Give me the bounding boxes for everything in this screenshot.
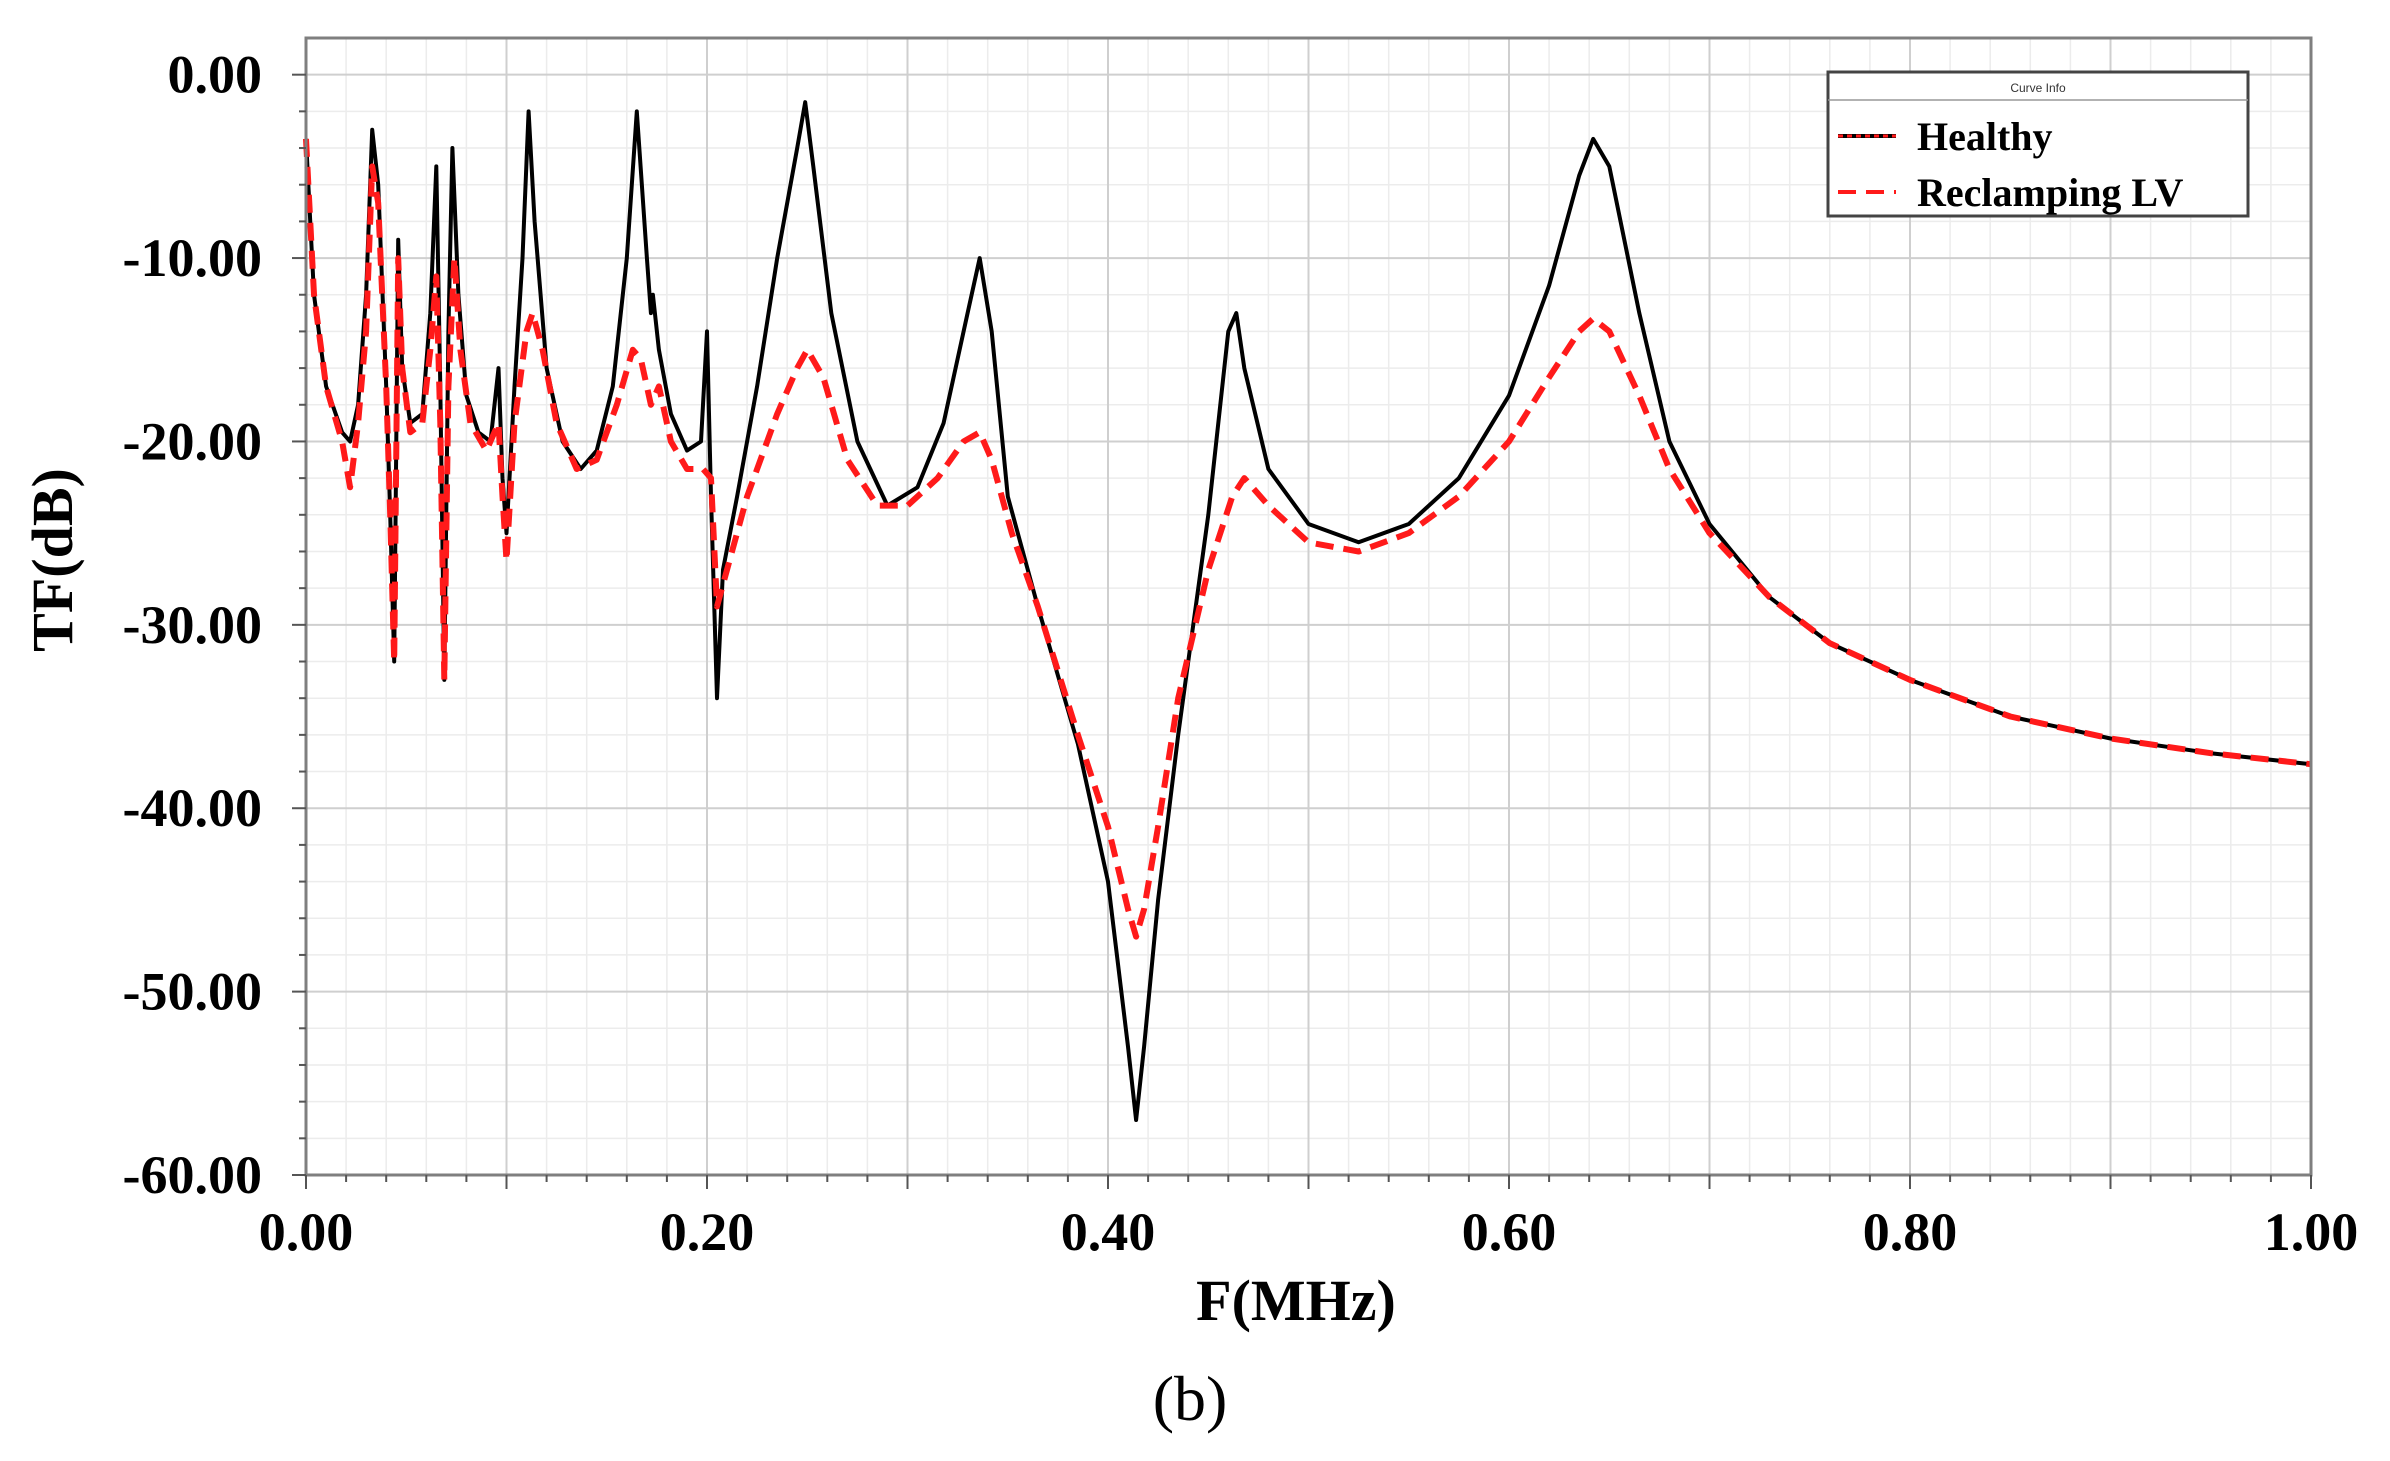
y-tick-label: -50.00 [123,962,262,1022]
y-tick-label: -40.00 [123,778,262,838]
series-layer [303,100,2312,1122]
y-tick-label: -10.00 [123,228,262,288]
legend-title: Curve Info [2010,81,2066,95]
y-axis-label: TF(dB) [20,468,85,652]
y-tick-labels: 0.00 -10.00 -20.00 -30.00 -40.00 -50.00 -60.00 [123,45,262,1205]
x-tick-label: 0.00 [259,1202,354,1262]
y-tick-label: 0.00 [168,45,263,105]
x-tick-label: 0.40 [1061,1202,1156,1262]
figure-caption: (b) [1153,1363,1228,1434]
legend: Curve Info Healthy Reclamping LV [1826,70,2250,218]
axis-ticks [292,73,2312,1189]
x-tick-label: 0.80 [1863,1202,1958,1262]
x-tick-label: 0.20 [660,1202,755,1262]
x-tick-label: 0.60 [1462,1202,1557,1262]
legend-healthy-label: Healthy [1917,114,2053,159]
y-tick-label: -20.00 [123,411,262,471]
y-tick-label: -30.00 [123,595,262,655]
series-healthy-line [304,100,2312,1122]
legend-reclamping-label: Reclamping LV [1917,170,2183,215]
y-tick-label: -60.00 [123,1145,262,1205]
series-reclamping-line [303,138,2312,940]
x-tick-label: 1.00 [2264,1202,2359,1262]
x-axis-label: F(MHz) [1196,1268,1396,1333]
legend-box [1826,70,2250,218]
major-grid [306,38,2311,1175]
x-tick-labels: 0.00 0.20 0.40 0.60 0.80 1.00 [259,1202,2359,1262]
